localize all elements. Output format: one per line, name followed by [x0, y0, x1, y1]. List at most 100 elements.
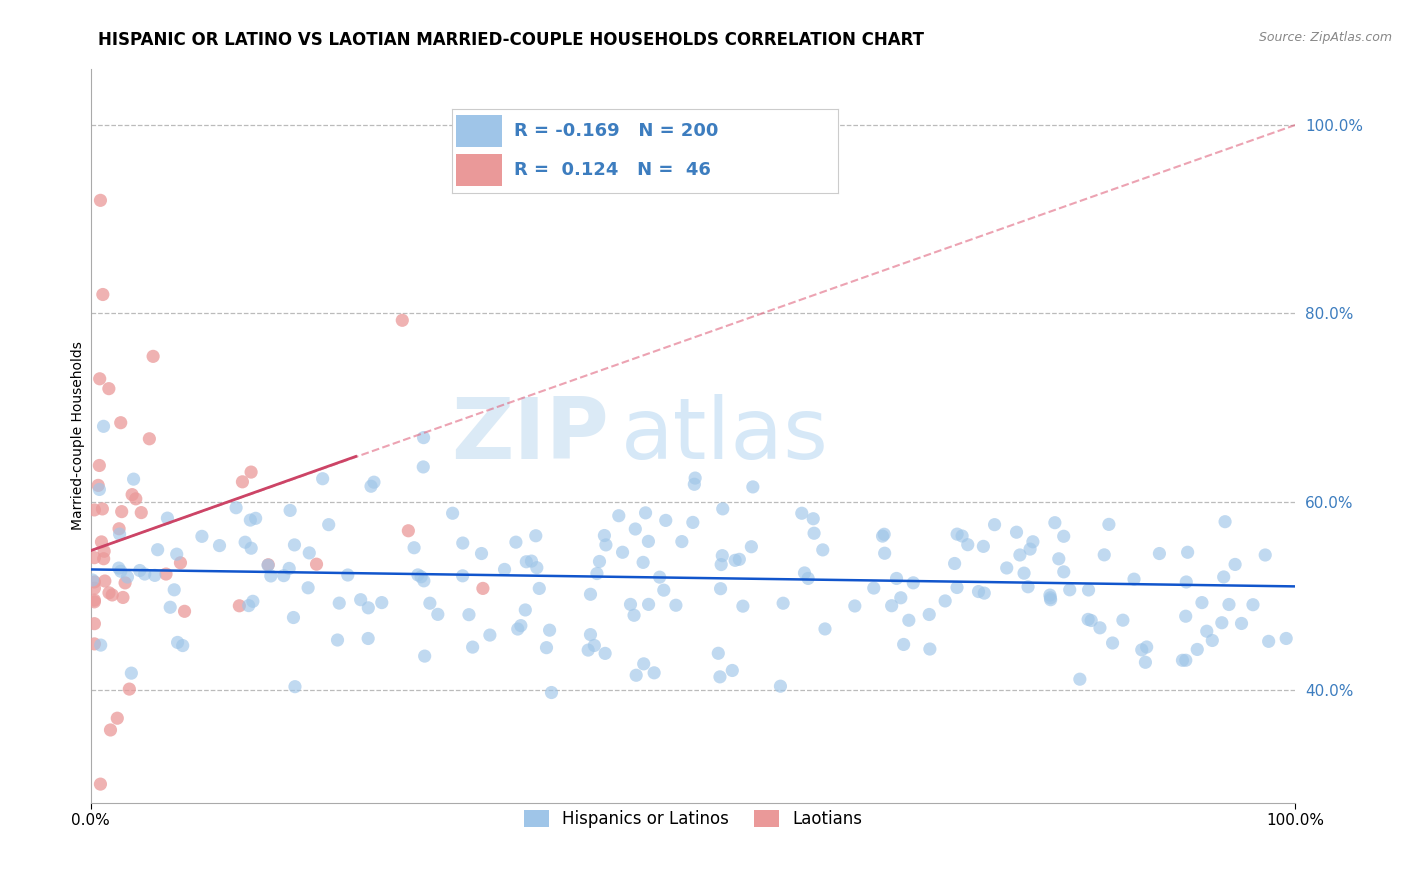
- Point: [1195, 624, 1218, 639]
- Point: [740, 540, 762, 554]
- Point: [233, 535, 256, 549]
- Point: [117, 570, 139, 584]
- Point: [903, 575, 925, 590]
- Point: [1022, 534, 1045, 549]
- Point: [793, 566, 815, 580]
- Point: [257, 558, 280, 572]
- Point: [283, 538, 305, 552]
- Point: [231, 475, 253, 489]
- Point: [412, 574, 434, 588]
- Text: HISPANIC OR LATINO VS LAOTIAN MARRIED-COUPLE HOUSEHOLDS CORRELATION CHART: HISPANIC OR LATINO VS LAOTIAN MARRIED-CO…: [98, 31, 924, 49]
- Point: [872, 529, 894, 543]
- Point: [426, 607, 449, 622]
- Point: [328, 596, 350, 610]
- Point: [844, 599, 866, 613]
- Point: [228, 599, 250, 613]
- Point: [731, 599, 754, 614]
- Point: [624, 522, 647, 536]
- Text: ZIP: ZIP: [451, 394, 609, 477]
- Point: [648, 570, 671, 584]
- Point: [208, 539, 231, 553]
- Point: [1053, 565, 1076, 579]
- Point: [1223, 558, 1246, 572]
- Point: [1053, 529, 1076, 543]
- Point: [83, 593, 105, 607]
- Point: [1098, 517, 1121, 532]
- Point: [191, 529, 214, 543]
- Point: [411, 570, 433, 584]
- Point: [950, 529, 973, 543]
- Point: [412, 431, 434, 445]
- Point: [506, 622, 529, 636]
- Point: [946, 527, 969, 541]
- Point: [724, 553, 747, 567]
- Point: [509, 618, 531, 632]
- Point: [520, 554, 543, 568]
- Point: [967, 584, 990, 599]
- Point: [643, 665, 665, 680]
- Point: [138, 432, 160, 446]
- Point: [683, 477, 706, 491]
- Point: [1175, 574, 1198, 589]
- Point: [146, 542, 169, 557]
- Point: [1213, 515, 1236, 529]
- Point: [505, 535, 527, 549]
- Point: [134, 567, 156, 582]
- Point: [142, 350, 165, 364]
- Text: Source: ZipAtlas.com: Source: ZipAtlas.com: [1258, 31, 1392, 45]
- Point: [995, 561, 1018, 575]
- Point: [890, 591, 912, 605]
- Point: [83, 503, 105, 517]
- Point: [880, 599, 903, 613]
- Point: [918, 642, 941, 657]
- Point: [972, 540, 994, 554]
- Point: [129, 506, 152, 520]
- Point: [91, 502, 114, 516]
- Point: [983, 517, 1005, 532]
- Point: [728, 552, 751, 566]
- Point: [412, 459, 434, 474]
- Point: [260, 569, 283, 583]
- Point: [90, 638, 112, 652]
- Point: [671, 534, 693, 549]
- Point: [586, 566, 609, 581]
- Point: [278, 561, 301, 575]
- Point: [155, 567, 177, 582]
- Point: [82, 573, 104, 587]
- Point: [1047, 551, 1070, 566]
- Point: [1130, 643, 1153, 657]
- Point: [1039, 591, 1062, 605]
- Point: [623, 608, 645, 623]
- Point: [105, 711, 128, 725]
- Point: [108, 522, 131, 536]
- Point: [1177, 545, 1199, 559]
- Point: [239, 513, 262, 527]
- Point: [814, 622, 837, 636]
- Point: [1039, 588, 1062, 602]
- Point: [579, 587, 602, 601]
- Point: [441, 506, 464, 520]
- Point: [336, 568, 359, 582]
- Point: [122, 472, 145, 486]
- Point: [245, 511, 267, 525]
- Point: [94, 574, 117, 588]
- Point: [524, 529, 547, 543]
- Point: [89, 777, 111, 791]
- Point: [163, 582, 186, 597]
- Point: [1149, 547, 1171, 561]
- Point: [111, 505, 134, 519]
- Point: [579, 627, 602, 641]
- Point: [711, 549, 734, 563]
- Point: [1174, 609, 1197, 624]
- Point: [633, 657, 655, 671]
- Point: [1275, 632, 1298, 646]
- Point: [240, 541, 263, 556]
- Point: [1211, 615, 1233, 630]
- Point: [593, 528, 616, 542]
- Point: [595, 538, 617, 552]
- Point: [918, 607, 941, 622]
- Point: [1069, 672, 1091, 686]
- Point: [1171, 653, 1194, 667]
- Point: [526, 560, 548, 574]
- Point: [1212, 570, 1234, 584]
